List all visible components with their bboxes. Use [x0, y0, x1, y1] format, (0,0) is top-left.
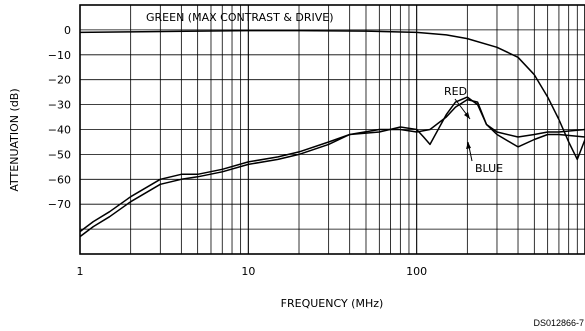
- figure-code: DS012866-7: [533, 318, 584, 328]
- series-line-red: [80, 98, 585, 233]
- red-annotation: RED: [444, 85, 467, 98]
- grid: [80, 5, 585, 254]
- y-tick-labels: 0 −10 −20 −30 −40 −50 −60 −70: [48, 24, 71, 211]
- x-tick-label: 10: [241, 265, 255, 278]
- series-layer: [80, 29, 585, 238]
- green-annotation: GREEN (MAX CONTRAST & DRIVE): [146, 11, 334, 24]
- y-axis-label: ATTENUATION (dB): [8, 88, 21, 191]
- y-tick-label: 0: [64, 24, 71, 37]
- y-tick-label: −60: [48, 173, 71, 186]
- y-tick-label: −20: [48, 74, 71, 87]
- y-tick-label: −70: [48, 198, 71, 211]
- blue-annotation: BLUE: [475, 162, 503, 175]
- blue-arrowhead: [466, 142, 471, 149]
- x-tick-label: 100: [406, 265, 427, 278]
- y-tick-label: −10: [48, 49, 71, 62]
- x-tick-labels: 1 10 100: [77, 265, 428, 278]
- series-line-green: [80, 29, 585, 161]
- x-axis-label: FREQUENCY (MHz): [281, 297, 384, 310]
- plot-frame: [79, 4, 585, 255]
- red-arrowhead: [464, 112, 470, 119]
- series-line-blue: [80, 96, 585, 238]
- y-tick-label: −40: [48, 124, 71, 137]
- y-tick-label: −30: [48, 99, 71, 112]
- y-tick-label: −50: [48, 148, 71, 161]
- x-tick-label: 1: [77, 265, 84, 278]
